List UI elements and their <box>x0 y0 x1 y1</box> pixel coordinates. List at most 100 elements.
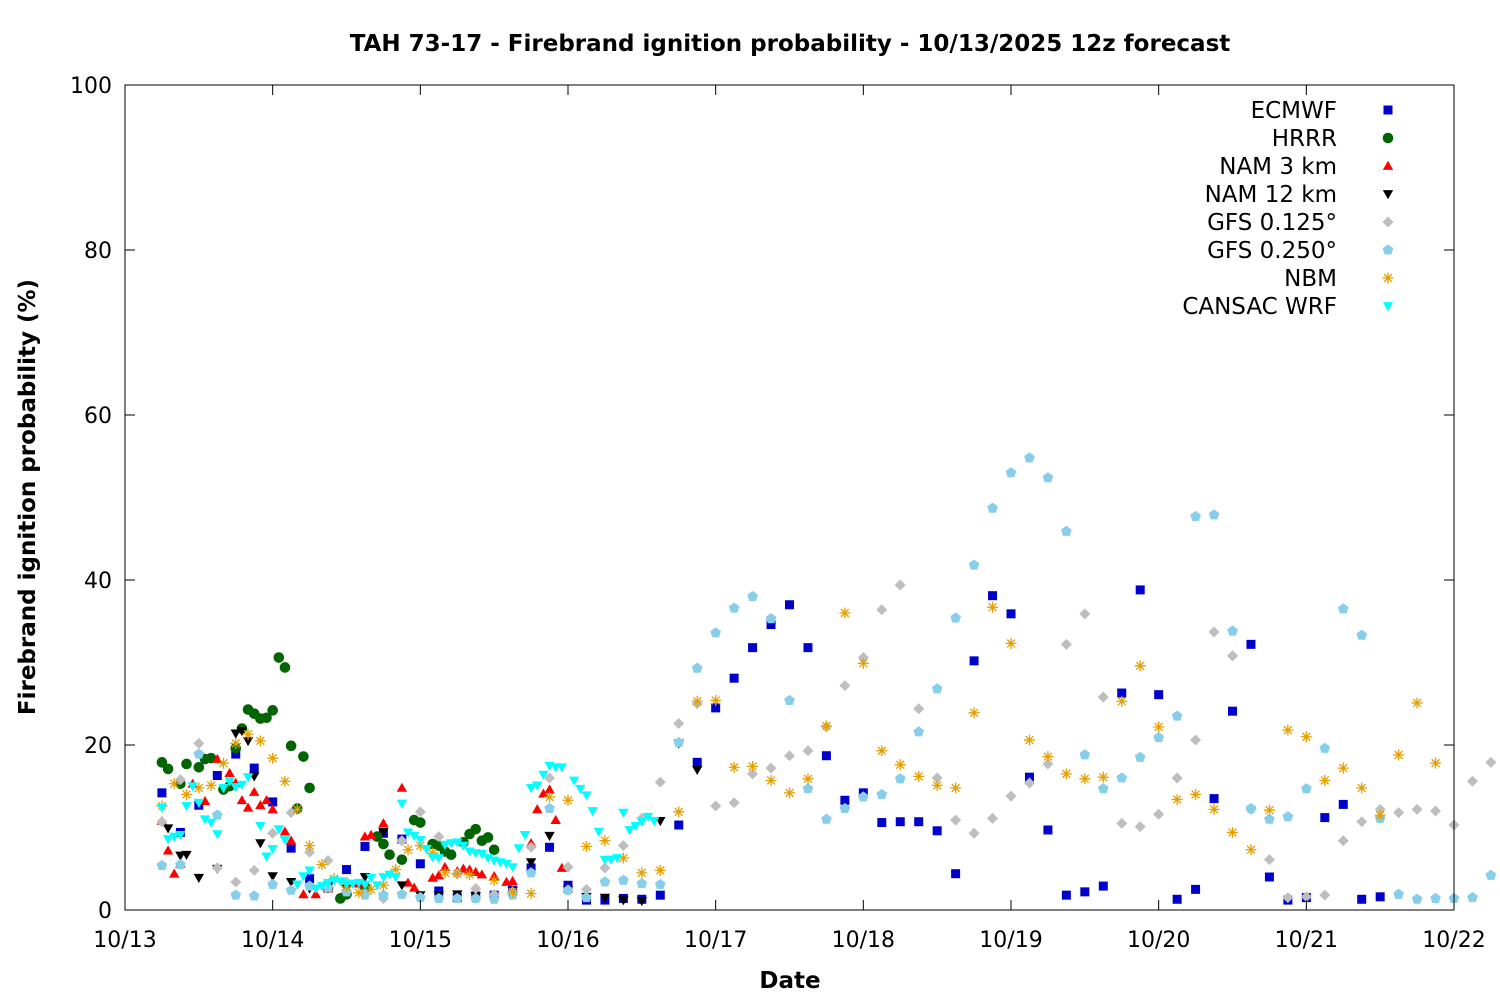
data-point <box>175 859 186 870</box>
data-point <box>236 795 248 805</box>
data-point <box>1023 777 1035 789</box>
data-point <box>342 865 351 875</box>
data-point <box>710 627 721 638</box>
data-point <box>304 846 316 858</box>
data-point <box>605 855 617 865</box>
data-point <box>470 883 482 895</box>
data-point <box>279 662 291 673</box>
data-point <box>636 878 648 889</box>
plot-area <box>156 452 1497 907</box>
data-point <box>470 823 482 835</box>
axes: 0 20 40 60 80 100 10/13 10/14 10/15 10/16 10/17 10/… <box>70 74 1486 953</box>
data-point <box>292 880 303 890</box>
data-point <box>1245 802 1257 814</box>
data-point <box>1042 758 1054 770</box>
data-point <box>335 877 346 887</box>
data-point <box>532 804 543 814</box>
data-point <box>156 816 168 828</box>
data-point <box>1116 772 1128 783</box>
legend-entry: ECMWF <box>1251 98 1393 124</box>
data-point <box>654 864 666 876</box>
data-point <box>968 559 980 570</box>
x-tick-label: 10/19 <box>979 928 1042 953</box>
data-point <box>1282 811 1294 822</box>
data-point <box>360 841 370 851</box>
data-point <box>157 788 167 798</box>
data-point <box>187 782 198 792</box>
legend-label: ECMWF <box>1251 98 1337 124</box>
data-point <box>519 831 531 841</box>
data-point <box>230 876 242 888</box>
data-point <box>1356 816 1368 828</box>
data-point <box>1356 782 1368 794</box>
data-point <box>648 817 660 827</box>
data-point <box>728 602 740 613</box>
y-tick-label: 20 <box>84 734 112 759</box>
series-gfs-0-125- <box>156 579 1497 904</box>
data-point <box>162 824 174 834</box>
legend-marker <box>1382 160 1394 170</box>
data-point <box>378 818 389 828</box>
data-point <box>1467 892 1478 903</box>
data-point <box>1337 762 1349 774</box>
data-point <box>390 864 402 876</box>
legend-label: NAM 12 km <box>1205 182 1337 208</box>
data-point <box>305 874 315 884</box>
data-point <box>1430 757 1442 769</box>
data-point <box>1171 772 1183 784</box>
data-point <box>162 763 174 775</box>
data-point <box>193 873 205 884</box>
data-point <box>599 835 611 847</box>
data-point <box>1024 452 1035 463</box>
data-point <box>224 767 235 777</box>
data-point <box>168 778 180 790</box>
data-point <box>162 845 174 855</box>
data-point <box>747 768 759 780</box>
data-point <box>267 705 278 716</box>
data-point <box>482 832 494 843</box>
data-point <box>175 851 186 861</box>
data-point <box>1005 467 1017 478</box>
data-point <box>199 815 211 825</box>
data-point <box>248 864 260 876</box>
data-point <box>1191 884 1201 894</box>
data-point <box>642 812 654 822</box>
data-point <box>488 844 500 856</box>
data-point <box>211 809 223 820</box>
data-point <box>384 849 395 861</box>
data-point <box>618 874 629 885</box>
data-point <box>987 812 999 824</box>
data-point <box>224 777 235 787</box>
data-point <box>156 859 168 870</box>
data-point <box>322 878 334 888</box>
data-point <box>162 835 174 845</box>
data-point <box>267 878 278 889</box>
legend-entry: GFS 0.250° <box>1207 238 1394 264</box>
data-point <box>636 867 648 879</box>
data-point <box>538 770 549 780</box>
data-point <box>784 694 795 705</box>
data-point <box>1263 804 1275 816</box>
data-point <box>1320 813 1330 823</box>
data-point <box>230 729 241 739</box>
data-point <box>181 758 192 770</box>
data-point <box>525 841 537 853</box>
data-point <box>728 797 740 809</box>
data-point <box>581 892 592 903</box>
data-point <box>464 869 476 881</box>
data-point <box>378 873 389 883</box>
data-point <box>304 782 315 794</box>
data-point <box>415 817 426 828</box>
data-point <box>1319 889 1331 901</box>
data-point <box>931 772 943 784</box>
data-point <box>1338 799 1348 809</box>
data-point <box>230 737 242 749</box>
data-point <box>433 892 445 903</box>
data-point <box>1042 472 1054 483</box>
plot-frame <box>124 84 1455 911</box>
data-point <box>654 878 666 889</box>
data-point <box>181 802 192 812</box>
data-point <box>951 869 961 879</box>
data-point <box>987 601 999 613</box>
